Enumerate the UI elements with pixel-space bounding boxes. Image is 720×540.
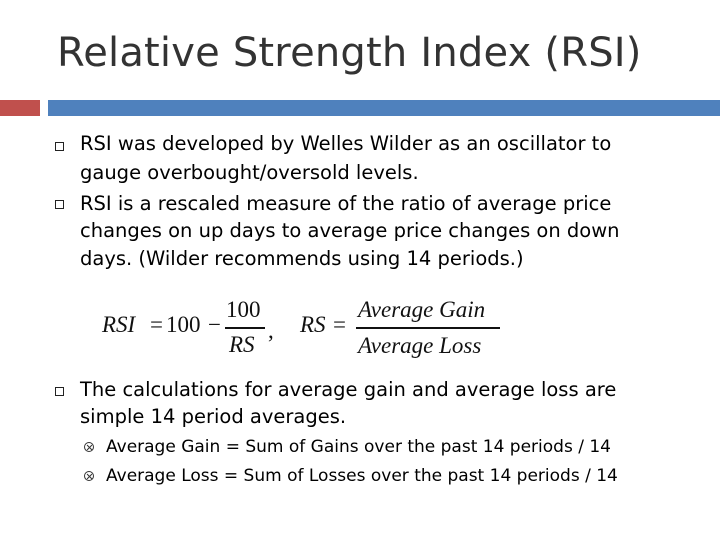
square-bullet-icon	[55, 200, 64, 209]
formula-equals: =	[150, 312, 163, 337]
bullet-1-line-2: gauge overbought/oversold levels.	[80, 161, 419, 184]
title-accent-bar-right	[48, 100, 720, 116]
bullet-2-line-2: changes on up days to average price chan…	[80, 219, 620, 242]
formula-comma: ,	[268, 318, 274, 343]
fraction-bar	[356, 327, 500, 329]
formula-hundred: 100	[166, 312, 201, 337]
bullet-3-line-2: simple 14 period averages.	[80, 405, 347, 428]
formula-rs-equals: =	[333, 312, 346, 337]
slide-title: Relative Strength Index (RSI)	[57, 30, 642, 76]
formula-rsi-label: RSI	[102, 312, 136, 337]
bullet-3-line-1: The calculations for average gain and av…	[80, 378, 617, 401]
formula-rs-denominator: Average Loss	[358, 333, 482, 358]
formula-rs-numerator: Average Gain	[358, 297, 486, 322]
square-bullet-icon	[55, 142, 64, 151]
formula-rs-label: RS	[300, 312, 326, 337]
title-accent-bar-left	[0, 100, 40, 116]
bullet-1-line-1: RSI was developed by Welles Wilder as an…	[80, 132, 612, 155]
formula-denominator: RS	[229, 332, 255, 357]
sub-bullet-average-loss: Average Loss = Sum of Losses over the pa…	[106, 466, 618, 486]
fraction-bar	[225, 327, 265, 329]
sub-bullet-average-gain: Average Gain = Sum of Gains over the pas…	[106, 437, 611, 457]
circle-x-bullet-icon	[84, 471, 94, 481]
square-bullet-icon	[55, 387, 64, 396]
formula-minus: −	[208, 312, 221, 337]
bullet-2-line-3: days. (Wilder recommends using 14 period…	[80, 247, 524, 270]
formula-numerator: 100	[226, 297, 261, 322]
bullet-2-line-1: RSI is a rescaled measure of the ratio o…	[80, 192, 612, 215]
circle-x-bullet-icon	[84, 442, 94, 452]
